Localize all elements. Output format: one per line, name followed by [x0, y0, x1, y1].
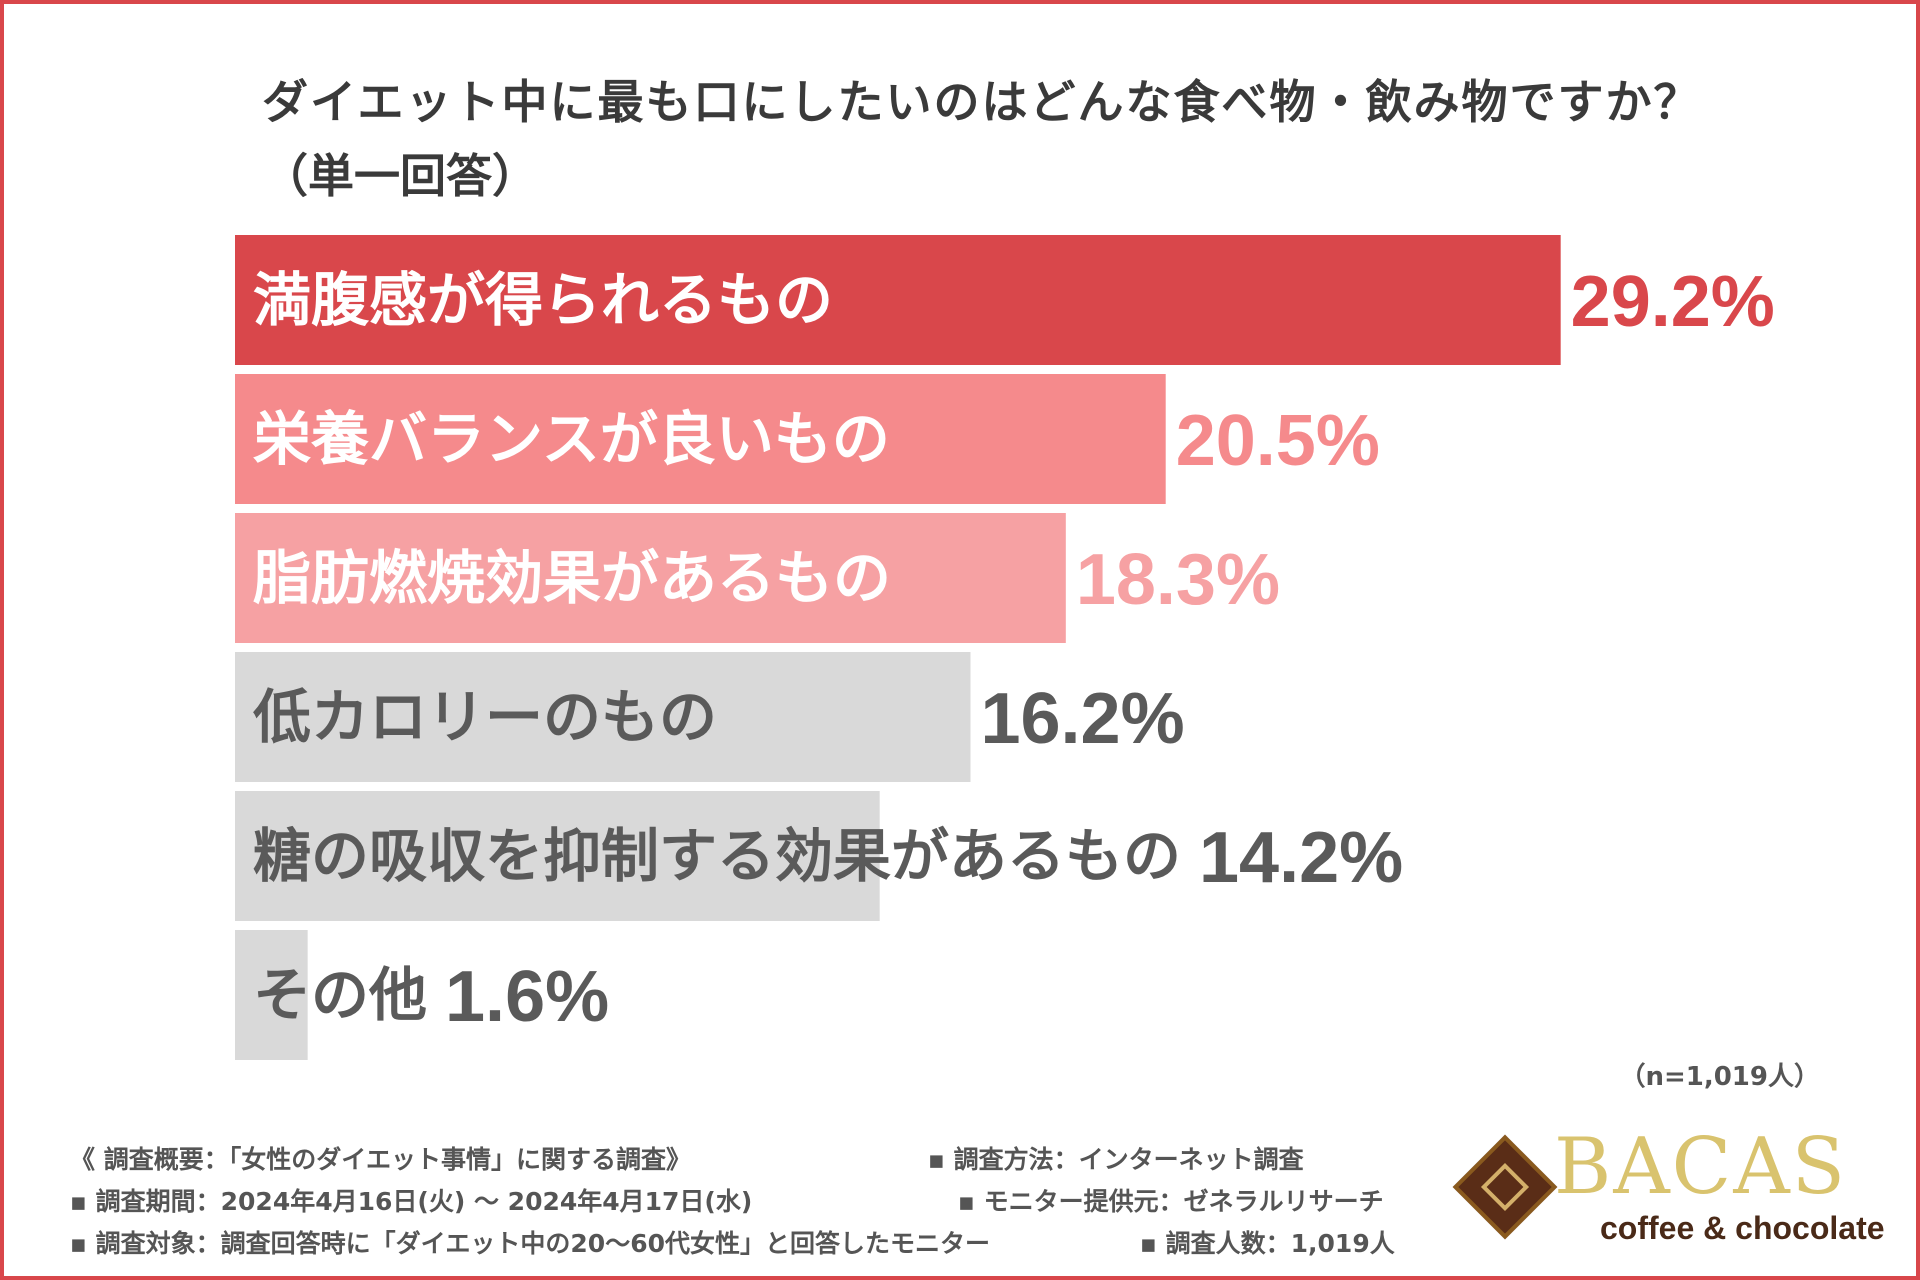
logo-tagline: coffee & chocolate — [1600, 1210, 1885, 1246]
bacas-logo: BACAS coffee & chocolate — [1444, 1122, 1885, 1260]
bar-5 — [235, 791, 880, 921]
bar-2 — [235, 374, 1166, 504]
bar-4 — [235, 652, 971, 782]
chart-subtitle: （単一回答） — [262, 149, 538, 203]
survey-count: ▪ 調査人数：1,019人 — [1140, 1229, 1395, 1258]
value-label-2: 20.5% — [1176, 401, 1380, 481]
bar-label-5: 糖の吸収を抑制する効果があるもの — [253, 822, 1181, 890]
value-label-4: 16.2% — [980, 679, 1184, 759]
value-label-3: 18.3% — [1076, 540, 1280, 620]
survey-method: ▪ 調査方法：インターネット調査 — [928, 1145, 1304, 1174]
bar-label-4: 低カロリーのもの — [253, 683, 717, 751]
monitor-provider: ▪ モニター提供元：ゼネラルリサーチ — [958, 1187, 1384, 1216]
survey-overview: 《 調査概要：「女性のダイエット事情」に関する調査》 — [70, 1145, 691, 1174]
bar-label-2: 栄養バランスが良いもの — [253, 405, 890, 473]
value-label-5: 14.2% — [1199, 818, 1403, 898]
bar-label-1: 満腹感が得られるもの — [253, 266, 833, 334]
bar-label-6: その他 — [253, 961, 427, 1029]
bar-1 — [235, 235, 1561, 365]
logo-name: BACAS — [1554, 1122, 1848, 1212]
value-label-1: 29.2% — [1571, 262, 1775, 342]
logo-diamond-icon — [1452, 1134, 1558, 1240]
sample-size: （n=1,019人） — [1619, 1062, 1820, 1092]
bar-6 — [235, 930, 308, 1060]
value-label-6: 1.6% — [445, 957, 609, 1037]
bar-label-3: 脂肪燃焼効果があるもの — [253, 544, 891, 612]
survey-period: ▪ 調査期間：2024年4月16日(火) ～ 2024年4月17日(水) — [70, 1187, 753, 1216]
chart-title: ダイエット中に最も口にしたいのはどんな食べ物・飲み物ですか？ — [262, 75, 1702, 129]
survey-target: ▪ 調査対象：調査回答時に「ダイエット中の20～60代女性」と回答したモニター — [70, 1229, 990, 1258]
bar-3 — [235, 513, 1066, 643]
